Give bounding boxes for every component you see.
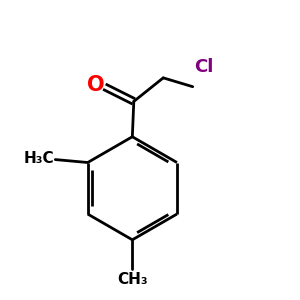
Text: H₃C: H₃C [23,151,54,166]
Text: Cl: Cl [194,58,214,76]
Text: CH₃: CH₃ [117,272,148,287]
Text: O: O [87,75,105,95]
